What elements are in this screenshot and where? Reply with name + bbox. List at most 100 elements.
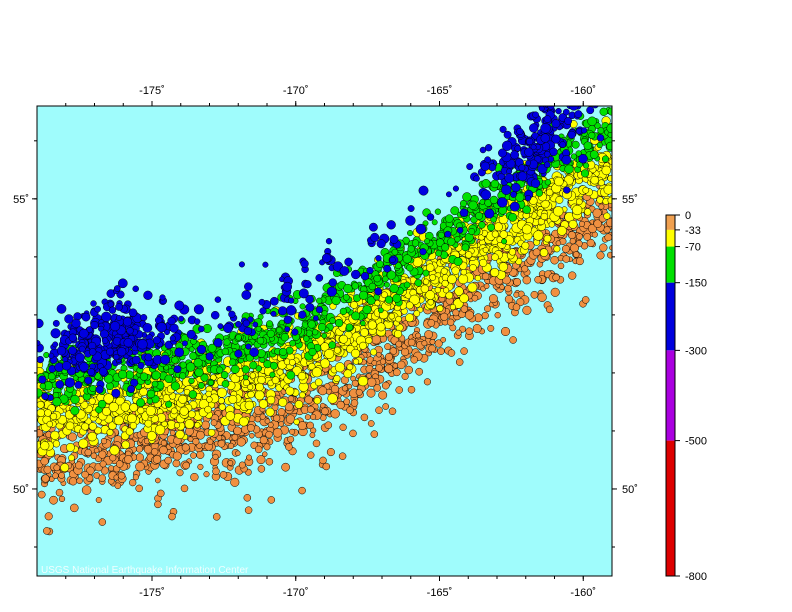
earthquake-point [481, 179, 491, 188]
earthquake-point [517, 171, 528, 182]
earthquake-point [392, 293, 402, 303]
earthquake-point [499, 230, 508, 239]
earthquake-point [275, 326, 283, 334]
earthquake-point [551, 119, 561, 129]
earthquake-point [93, 447, 100, 454]
earthquake-point [132, 285, 139, 293]
earthquake-point [70, 503, 79, 513]
earthquake-point [64, 377, 75, 388]
earthquake-point [455, 358, 464, 366]
lon-tick-label-top: -170˚ [283, 85, 309, 97]
earthquake-point [389, 234, 399, 244]
earthquake-point [331, 296, 341, 306]
earthquake-point [259, 356, 266, 363]
earthquake-point [319, 402, 326, 409]
earthquake-point [168, 512, 176, 521]
earthquake-point [115, 460, 124, 468]
earthquake-point [407, 230, 414, 237]
earthquake-point [360, 413, 369, 422]
earthquake-point [212, 453, 219, 460]
earthquake-point [316, 297, 323, 304]
earthquake-point [269, 371, 276, 378]
lat-tick-label-left: 50˚ [13, 484, 29, 496]
earthquake-point [101, 337, 109, 344]
earthquake-point [207, 343, 217, 353]
earthquake-point [299, 303, 306, 310]
earthquake-point [98, 367, 108, 376]
earthquake-point [204, 405, 212, 414]
earthquake-point [434, 286, 441, 294]
earthquake-point [278, 306, 288, 316]
earthquake-point [411, 239, 420, 247]
earthquake-point [170, 407, 178, 415]
earthquake-point [52, 397, 62, 407]
earthquake-point [572, 204, 583, 216]
earthquake-point [313, 397, 321, 405]
earthquake-point [388, 312, 396, 320]
earthquake-point [259, 436, 268, 445]
earthquake-point [557, 262, 565, 270]
earthquake-point [596, 134, 605, 142]
earthquake-point [243, 326, 253, 336]
earthquake-point [462, 192, 472, 202]
earthquake-point [84, 448, 92, 457]
earthquake-point [503, 130, 512, 139]
earthquake-point [543, 161, 551, 168]
earthquake-point [480, 161, 490, 171]
earthquake-point [537, 292, 547, 302]
earthquake-point [257, 375, 266, 385]
earthquake-point [378, 307, 384, 314]
earthquake-point [440, 267, 448, 275]
earthquake-point [405, 301, 414, 310]
scale-label: -70 [685, 242, 701, 254]
scale-label: -500 [685, 436, 707, 448]
earthquake-point [328, 278, 337, 287]
earthquake-point [56, 304, 67, 314]
earthquake-point [368, 282, 377, 291]
earthquake-point [213, 338, 223, 348]
earthquake-point [160, 439, 167, 447]
earthquake-point [15, 92, 21, 98]
earthquake-point [429, 338, 436, 345]
earthquake-point [37, 318, 44, 329]
earthquake-point [259, 413, 266, 420]
earthquake-point [78, 328, 89, 339]
earthquake-point [125, 427, 134, 436]
earthquake-point [396, 360, 406, 370]
scale-segment [666, 350, 675, 441]
earthquake-point [404, 365, 413, 375]
earthquake-point [106, 347, 114, 356]
earthquake-point [578, 220, 585, 227]
lat-tick-label-right: 50˚ [622, 484, 638, 496]
earthquake-point [50, 412, 58, 420]
earthquake-point [302, 335, 310, 342]
earthquake-point [84, 376, 93, 385]
earthquake-point [242, 319, 250, 327]
earthquake-point [228, 310, 236, 318]
earthquake-point [386, 220, 396, 230]
earthquake-point [484, 305, 491, 313]
earthquake-point [415, 223, 427, 235]
earthquake-point [459, 293, 469, 304]
earthquake-points [15, 92, 612, 536]
earthquake-point [139, 372, 149, 381]
earthquake-point [280, 333, 290, 342]
earthquake-point [75, 352, 85, 363]
earthquake-point [524, 194, 532, 202]
earthquake-point [81, 470, 89, 479]
earthquake-point [309, 432, 316, 439]
lon-tick-label-bottom: -165˚ [427, 587, 453, 599]
earthquake-point [97, 399, 107, 409]
earthquake-point [392, 368, 401, 377]
earthquake-point [137, 406, 145, 415]
earthquake-point [55, 380, 65, 389]
earthquake-point [52, 391, 60, 399]
earthquake-point [508, 212, 518, 222]
earthquake-point [321, 253, 332, 263]
earthquake-point [334, 318, 344, 328]
earthquake-point [603, 184, 612, 195]
earthquake-point [601, 155, 610, 163]
earthquake-point [533, 230, 544, 241]
earthquake-point [321, 332, 328, 339]
earthquake-point [402, 254, 412, 264]
